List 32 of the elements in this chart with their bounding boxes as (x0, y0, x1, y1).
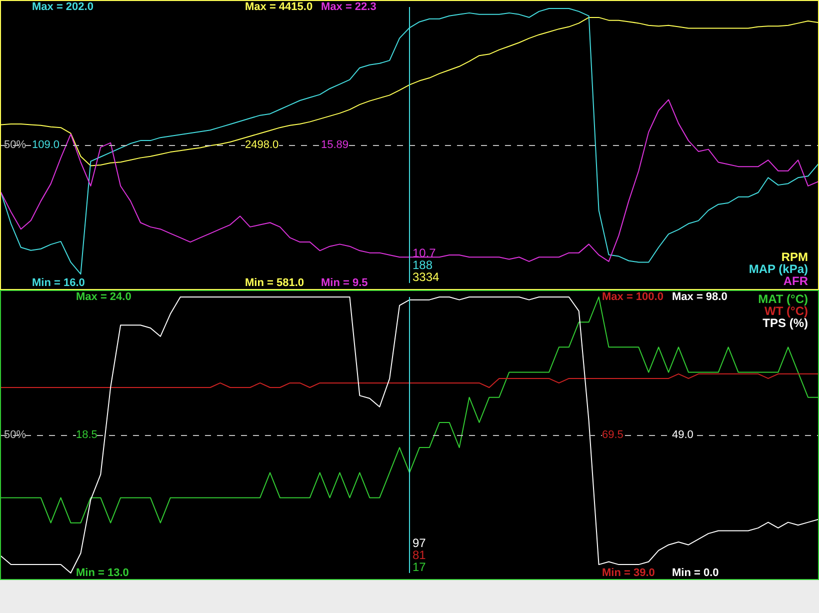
y2-tick-label: 69.5 (602, 429, 624, 441)
y3-tick-label: Max = 22.3 (321, 1, 376, 13)
y2-tick-label: Min = 16.0 (32, 277, 85, 289)
text: AFR (783, 274, 808, 288)
annotation: 50% (4, 139, 26, 151)
annotation: 3334 (412, 270, 440, 284)
y3-tick-label: 15.89 (321, 139, 349, 152)
y2-tick-label: Max = 100.0 (602, 291, 664, 303)
y-tick-label: Min = 581.0 (245, 277, 304, 289)
y3-tick-label: Min = 0.0 (672, 567, 719, 579)
text: MAT (°C) (758, 292, 808, 306)
y-tick-label: 18.5 (76, 429, 98, 441)
y3-tick-label: 49.0 (672, 429, 694, 441)
y2-tick-label: 109.0 (32, 139, 60, 151)
annotation: 97 (412, 536, 426, 550)
y-tick-label: Max = 4415.0 (245, 1, 313, 13)
text: TPS (%) (762, 316, 808, 330)
text: WT (°C) (764, 304, 808, 318)
y2-tick-label: Min = 39.0 (602, 567, 655, 579)
y3-tick-label: Min = 9.5 (321, 277, 368, 289)
y2-tick-label: Max = 202.0 (32, 1, 94, 13)
annotation: 17 (412, 560, 426, 574)
y3-tick-label: Max = 98.0 (672, 291, 728, 303)
annotation: 50% (4, 429, 26, 441)
annotation: 81 (412, 548, 426, 562)
text: MAP (kPa) (748, 262, 808, 276)
text: RPM (781, 250, 808, 264)
y-tick-label: Min = 13.0 (76, 567, 129, 579)
y-tick-label: 2498.0 (245, 139, 279, 151)
annotation: 10.7 (412, 246, 436, 260)
annotation: 188 (412, 258, 433, 272)
y-tick-label: Max = 24.0 (76, 291, 132, 303)
